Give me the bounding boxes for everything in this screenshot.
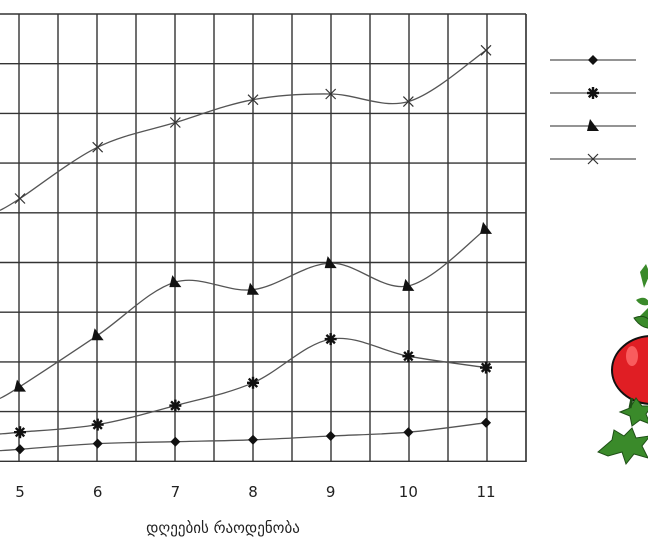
series-line [0, 228, 487, 400]
data-point [403, 427, 414, 438]
marker-triangle [247, 282, 260, 295]
marker-cross-arm [92, 141, 104, 153]
marker-diamond [170, 436, 181, 447]
data-point [14, 426, 26, 439]
legend-entry-2 [550, 87, 636, 99]
data-point [325, 88, 337, 100]
x-tick-label: 11 [476, 483, 495, 501]
data-point [15, 444, 25, 455]
data-point [402, 350, 415, 363]
marker-cross-arm [247, 94, 259, 106]
legend-marker [587, 87, 599, 99]
marker-diamond [92, 438, 103, 449]
marker-asterisk-arm [247, 377, 259, 388]
marker-triangle [91, 328, 104, 341]
marker-triangle [587, 119, 599, 131]
data-point [169, 275, 182, 288]
data-point [324, 256, 337, 269]
data-point [480, 361, 493, 374]
data-point [480, 44, 492, 56]
x-tick-labels: 5 6 7 8 9 10 11 [15, 483, 495, 501]
legend-entry-3 [550, 119, 636, 131]
data-point [91, 418, 104, 431]
marker-cross-arm [325, 88, 337, 100]
marker-triangle [14, 379, 26, 392]
marker-cross-arm [480, 44, 492, 56]
marker-triangle [169, 275, 182, 288]
data-point [92, 438, 103, 449]
legend-entry-4 [550, 153, 636, 165]
data-point [247, 376, 260, 389]
series-3 [0, 221, 493, 400]
data-point [92, 141, 104, 153]
x-tick-label: 10 [399, 483, 418, 501]
series-2 [0, 333, 493, 439]
legend-marker [588, 55, 598, 65]
marker-asterisk-arm [325, 334, 336, 345]
data-point [14, 193, 26, 204]
marker-asterisk-arm [403, 351, 414, 362]
marker-diamond [481, 417, 492, 428]
marker-cross-arm [169, 117, 181, 128]
series-layer [0, 44, 493, 455]
legend [550, 55, 636, 165]
marker-diamond [15, 444, 25, 455]
x-tick-label: 5 [15, 483, 25, 501]
marker-cross-arm [14, 193, 26, 204]
data-point [91, 328, 104, 341]
data-point [14, 379, 26, 392]
series-line [0, 422, 487, 452]
marker-diamond [588, 55, 598, 65]
data-point [170, 436, 181, 447]
tomato-icon [597, 264, 648, 466]
legend-marker [587, 153, 599, 165]
marker-triangle [402, 278, 415, 291]
x-axis-label: დღეების რაოდენობა [146, 519, 300, 537]
data-point [480, 221, 493, 234]
marker-triangle [324, 256, 337, 269]
data-point [324, 333, 337, 346]
series-line [0, 49, 487, 211]
marker-asterisk-arm [480, 362, 492, 373]
x-tick-label: 7 [171, 483, 181, 501]
series-1 [0, 417, 492, 455]
marker-asterisk-arm [587, 87, 599, 99]
marker-diamond [325, 431, 336, 441]
data-point [402, 278, 415, 291]
data-point [248, 434, 259, 445]
x-tick-label: 9 [326, 483, 336, 501]
legend-marker [587, 119, 599, 131]
data-point [247, 94, 259, 106]
marker-cross-arm [587, 153, 599, 165]
marker-diamond [403, 427, 414, 438]
marker-cross-arm [402, 96, 414, 108]
data-point [402, 96, 414, 108]
data-point [325, 431, 336, 441]
data-point [481, 417, 492, 428]
x-tick-label: 8 [248, 483, 258, 501]
data-point [169, 399, 182, 412]
marker-triangle [480, 221, 493, 234]
marker-asterisk-arm [170, 400, 181, 411]
series-4 [0, 44, 492, 211]
marker-asterisk-arm [92, 419, 103, 430]
x-tick-label: 6 [93, 483, 103, 501]
grid [0, 13, 527, 462]
marker-diamond [248, 434, 259, 445]
data-point [247, 282, 260, 295]
legend-entry-1 [550, 55, 636, 65]
marker-asterisk-arm [14, 427, 26, 438]
series-line [0, 337, 487, 435]
data-point [169, 117, 181, 128]
